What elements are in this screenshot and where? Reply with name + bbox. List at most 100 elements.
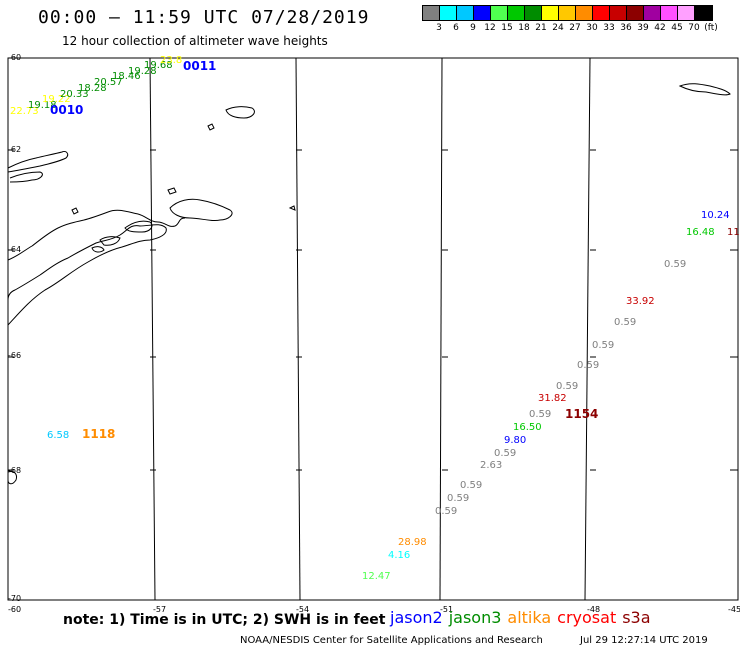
legend-label: 36	[620, 23, 632, 33]
meridian-line	[295, 57, 301, 601]
legend-swatch	[457, 6, 474, 20]
legend-label: 9	[470, 23, 476, 33]
map-frame	[7, 57, 739, 601]
legend-swatch	[559, 6, 576, 20]
swh-value: 4.16	[388, 550, 410, 561]
legend-label: 3	[436, 23, 442, 33]
legend-label: 42	[654, 23, 666, 33]
satellite-cryosat: cryosat	[557, 608, 617, 627]
legend-swatch	[542, 6, 559, 20]
legend-swatch	[661, 6, 678, 20]
longitude-label: -51	[440, 605, 453, 614]
legend-swatch	[474, 6, 491, 20]
swh-value: 0.59	[664, 259, 686, 270]
swh-value: 19.28	[128, 66, 157, 77]
credit-text: NOAA/NESDIS Center for Satellite Applica…	[240, 635, 543, 646]
swh-value: 20.33	[60, 89, 89, 100]
coastline	[7, 83, 731, 485]
swh-value: 33.92	[626, 296, 655, 307]
swh-value: 6.58	[47, 430, 69, 441]
legend-swatch	[508, 6, 525, 20]
longitude-label: -48	[587, 605, 600, 614]
swh-value: 31.82	[538, 393, 567, 404]
swh-value: 19.68	[144, 60, 173, 71]
legend-label: 33	[603, 23, 615, 33]
longitude-label: -60	[8, 605, 21, 614]
grid-lines	[8, 57, 738, 601]
legend-swatch	[627, 6, 644, 20]
pass-time-label: 1154	[565, 407, 598, 421]
notes-text: note: 1) Time is in UTC; 2) SWH is in fe…	[63, 612, 386, 628]
legend-label: 27	[569, 23, 581, 33]
legend-label: 70	[688, 23, 700, 33]
legend-swatch	[576, 6, 593, 20]
swh-value: 0.59	[592, 340, 614, 351]
legend-label: 15	[501, 23, 513, 33]
latitude-label: -64	[8, 245, 21, 254]
wave-height-labels: 22.7319.1819.2220.3318.2820.5718.4619.28…	[10, 55, 740, 582]
swh-value: 16.50	[513, 422, 542, 433]
swh-value: 0.59	[460, 480, 482, 491]
legend-swatch	[593, 6, 610, 20]
satellite-altika: altika	[507, 608, 552, 627]
satellite-jason2: jason2	[390, 608, 443, 627]
swh-value: 11	[727, 227, 740, 238]
swh-value: 0.59	[494, 448, 516, 459]
swh-value: 22.73	[10, 106, 39, 117]
legend-swatch	[440, 6, 457, 20]
pass-time-label: 0010	[50, 103, 83, 117]
swh-value: 20.57	[94, 77, 123, 88]
legend-swatch	[491, 6, 508, 20]
legend-label: 30	[586, 23, 598, 33]
swh-value: 19.22	[42, 94, 71, 105]
legend-swatch	[695, 6, 712, 20]
swh-value: 16.48	[686, 227, 715, 238]
latitude-label: -60	[8, 53, 21, 62]
legend-label: 45	[671, 23, 683, 33]
legend-swatch	[644, 6, 661, 20]
legend-swatch	[423, 6, 440, 20]
meridian-line	[149, 57, 156, 601]
map-subtitle: 12 hour collection of altimeter wave hei…	[62, 34, 328, 48]
meridian-line	[439, 57, 443, 601]
swh-value: 28.98	[398, 537, 427, 548]
swh-value: 18.46	[112, 71, 141, 82]
legend-label: 12	[484, 23, 496, 33]
pass-time-label: 1118	[82, 427, 115, 441]
color-legend: 3 6 9 12 15 18 21 24 27 30 33 36 39 42 45 70 (ft)	[422, 5, 718, 33]
longitude-label: -54	[296, 605, 309, 614]
satellite-s3a: s3a	[622, 608, 651, 627]
legend-label: 6	[453, 23, 459, 33]
satellite-jason3: jason3	[448, 608, 502, 627]
map-border	[7, 57, 739, 601]
latitude-label: -70	[8, 594, 21, 603]
latitude-label: -62	[8, 145, 21, 154]
swh-value: 0.59	[614, 317, 636, 328]
swh-value: 9.80	[504, 435, 526, 446]
legend-swatch	[610, 6, 627, 20]
legend-color-bar	[422, 5, 713, 21]
swh-value: 0.59	[447, 493, 469, 504]
pass-time-label: 0011	[183, 59, 216, 73]
legend-swatch	[525, 6, 542, 20]
meridian-line	[584, 57, 591, 601]
swh-value: 10.24	[701, 210, 730, 221]
legend-swatch	[678, 6, 695, 20]
latitude-label: -68	[8, 466, 21, 475]
legend-labels: 3 6 9 12 15 18 21 24 27 30 33 36 39 42 45 70 (ft)	[422, 21, 718, 33]
swh-value: 2.63	[480, 460, 502, 471]
satellite-legend: jason2 jason3 altika cryosat s3a	[390, 608, 657, 627]
swh-value: 0.59	[577, 360, 599, 371]
swh-value: 12.47	[362, 571, 391, 582]
longitude-label: -57	[153, 605, 166, 614]
latitude-label: -66	[8, 351, 21, 360]
legend-label: 21	[535, 23, 547, 33]
legend-unit: (ft)	[704, 23, 718, 33]
axis-tick-labels: -60 -57 -54 -51 -48 -45 -60 -62 -64 -66 -68 -70	[8, 53, 740, 614]
swh-value: 18.28	[78, 83, 107, 94]
swh-value: 0.59	[529, 409, 551, 420]
swh-value: 23.8	[160, 55, 182, 66]
longitude-label: -45	[728, 605, 740, 614]
legend-label: 39	[637, 23, 649, 33]
